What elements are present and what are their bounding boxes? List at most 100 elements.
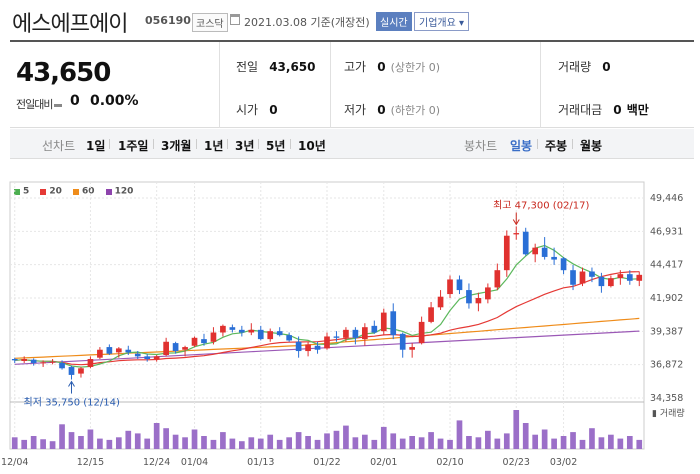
candle-body <box>362 327 368 340</box>
y-tick-label: 44,417 <box>650 260 683 271</box>
volume-bar <box>172 434 179 449</box>
volume-bar <box>466 436 472 449</box>
volume-bar <box>494 438 501 449</box>
candle-body <box>541 247 548 257</box>
x-tick-label: 12/15 <box>77 457 104 468</box>
candle-body <box>598 276 605 287</box>
volume-bar <box>608 434 614 449</box>
candle-body <box>182 347 188 350</box>
volume-bar <box>380 426 387 449</box>
legend-ma5: 5 <box>14 181 29 200</box>
volume-value: 0 <box>602 60 611 74</box>
candle-body <box>30 359 37 363</box>
x-tick-label: 02/01 <box>370 457 397 468</box>
company-overview-dropdown[interactable]: 기업개요 ▾ <box>414 12 469 31</box>
low-annotation: 최저 35,750 (12/14) <box>24 397 120 409</box>
x-tick-label: 02/23 <box>503 457 530 468</box>
period-5y[interactable]: 5년 <box>266 139 286 153</box>
candle-body <box>390 311 397 336</box>
candle-body <box>87 359 94 367</box>
amount-value: 0 <box>613 103 622 117</box>
volume-bar <box>589 428 595 449</box>
period-10y[interactable]: 10년 <box>298 139 326 153</box>
realtime-button[interactable]: 실시간 <box>376 12 412 31</box>
volume-bar <box>522 423 529 449</box>
amount-label: 거래대금 <box>558 103 603 117</box>
period-1y[interactable]: 1년 <box>204 139 224 153</box>
volume-bar <box>87 429 94 449</box>
candle-body <box>485 287 491 300</box>
candle-body <box>551 256 557 260</box>
volume-bar <box>78 436 84 449</box>
candle-body <box>11 359 18 361</box>
y-tick-label: 49,446 <box>650 193 683 204</box>
volume-axis-label: ▮ 거래량 <box>652 407 685 419</box>
low-value: 0 <box>377 103 386 117</box>
candle-body <box>267 331 274 340</box>
candle-body <box>409 347 416 350</box>
lower-limit: (하한가 0) <box>390 104 441 117</box>
volume-bar <box>191 429 198 449</box>
candle-body <box>153 356 160 360</box>
period-1w[interactable]: 1주일 <box>118 139 149 153</box>
volume-bar <box>220 432 226 449</box>
candle-body <box>437 296 444 308</box>
candle-body <box>503 235 510 271</box>
volume-bar <box>626 436 633 449</box>
high-value: 0 <box>377 60 386 74</box>
candle-body <box>579 271 586 284</box>
high-annotation: 최고 47,300 (02/17) <box>493 199 589 211</box>
volume-bar <box>163 428 169 449</box>
volume-bar <box>267 434 274 449</box>
volume-label: 거래량 <box>558 60 592 74</box>
volume-bar <box>485 430 491 449</box>
date-text: 2021.03.08 기준(개장전) <box>244 16 370 29</box>
candle-body <box>134 353 141 357</box>
volume-bar <box>286 437 292 449</box>
volume-bar <box>305 436 311 449</box>
candle-body <box>172 343 179 352</box>
stock-chart[interactable]: 49,446 46,931 44,417 41,902 39,387 36,872 34,3… <box>0 180 700 474</box>
candle-weekly[interactable]: 주봉 <box>545 139 568 153</box>
y-tick-label: 36,872 <box>650 360 683 371</box>
volume-bar <box>636 439 643 449</box>
market-badge: 코스닥 <box>192 13 228 32</box>
volume-bar <box>475 437 482 449</box>
legend-ma120: 120 <box>105 181 133 200</box>
period-1d[interactable]: 1일 <box>86 139 106 153</box>
candle-body <box>238 329 245 333</box>
candle-body <box>97 349 103 358</box>
line-chart-label: 선차트 <box>42 139 76 153</box>
period-3y[interactable]: 3년 <box>235 139 255 153</box>
y-tick-label: 34,358 <box>650 393 683 404</box>
candle-daily[interactable]: 일봉 <box>510 139 533 153</box>
candle-body <box>532 247 539 255</box>
volume-bar <box>503 433 510 449</box>
period-3m[interactable]: 3개월 <box>161 139 192 153</box>
open-label: 시가 <box>236 103 259 117</box>
candle-body <box>78 368 84 374</box>
price-summary: 43,650 전일대비 0 0.00% 전일 43,650 고가 0 (상한가 … <box>10 42 694 128</box>
candle-body <box>570 270 576 285</box>
candle-body <box>257 329 264 340</box>
volume-bar <box>182 437 188 449</box>
candle-body <box>305 344 311 352</box>
volume-bar <box>40 439 46 449</box>
candle-body <box>589 271 595 277</box>
candle-body <box>248 329 255 333</box>
no-change-icon <box>54 103 63 107</box>
high-arrowhead <box>512 219 520 226</box>
x-tick-label: 01/22 <box>313 457 340 468</box>
prev-close-value: 43,650 <box>269 60 316 74</box>
volume-bar <box>570 432 576 449</box>
candle-monthly[interactable]: 월봉 <box>580 139 603 153</box>
candle-body <box>636 274 643 281</box>
y-tick-label: 39,387 <box>650 326 683 337</box>
volume-bar <box>617 438 624 449</box>
candle-body <box>40 362 46 364</box>
volume-bar <box>229 438 236 449</box>
candle-body <box>210 332 217 342</box>
volume-bar <box>371 439 378 449</box>
volume-bar <box>532 434 539 449</box>
candle-body <box>115 348 122 353</box>
